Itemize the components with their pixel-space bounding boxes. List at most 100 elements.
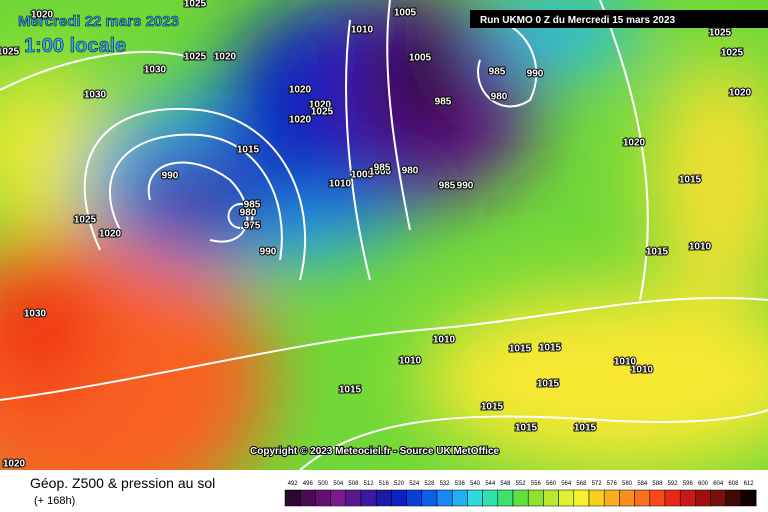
scale-label: 544 <box>485 481 496 487</box>
scale-swatch <box>451 489 468 507</box>
scale-label: 492 <box>288 481 299 487</box>
scale-label: 524 <box>409 481 420 487</box>
scale-swatch <box>695 489 711 507</box>
isobar-labels: 1020102510251030103010251020102010201025… <box>0 0 753 471</box>
scale-swatch <box>482 489 499 507</box>
scale-swatch <box>710 489 727 507</box>
isobar-label: 1005 <box>351 170 374 181</box>
scale-swatch <box>345 489 362 507</box>
scale-swatch <box>527 489 544 507</box>
scale-label: 592 <box>668 481 679 487</box>
scale-label: 532 <box>440 481 451 487</box>
scale-label: 516 <box>379 481 390 487</box>
scale-label: 568 <box>576 481 587 487</box>
scale-label: 512 <box>364 481 375 487</box>
isobar-label: 1025 <box>709 28 732 39</box>
isobar-label: 1020 <box>31 10 54 21</box>
isobar-label: 1020 <box>289 115 312 126</box>
isobar-label: 1010 <box>399 356 422 367</box>
scale-swatch <box>573 489 590 507</box>
scale-swatch <box>406 489 423 507</box>
scale-swatch <box>679 489 696 507</box>
scale-swatch <box>588 489 605 507</box>
isobar-label: 1015 <box>515 423 538 434</box>
isobar-label: 985 <box>435 97 452 108</box>
scale-label: 520 <box>394 481 405 487</box>
isobar-label: 1010 <box>351 25 374 36</box>
scale-swatch <box>740 489 757 507</box>
isobar-label: 1020 <box>214 52 237 63</box>
scale-label: 552 <box>516 481 527 487</box>
isobar-label: 1025 <box>74 215 97 226</box>
scale-label: 600 <box>698 481 709 487</box>
scale-swatch <box>315 489 331 507</box>
isobar-label: 1010 <box>631 365 654 376</box>
scale-swatch <box>649 489 666 507</box>
scale-label: 528 <box>424 481 435 487</box>
isobar-label: 1015 <box>481 402 504 413</box>
isobar-label: 975 <box>244 221 261 232</box>
scale-label: 548 <box>500 481 511 487</box>
scale-swatch <box>725 489 742 507</box>
scale-label: 540 <box>470 481 481 487</box>
forecast-date: Mercredi 22 mars 2023 <box>18 13 179 30</box>
isobar-label: 1005 <box>409 53 432 64</box>
run-info: Run UKMO 0 Z du Mercredi 15 mars 2023 <box>480 15 676 26</box>
scale-label: 560 <box>546 481 557 487</box>
isobar-label: 1010 <box>329 179 352 190</box>
isobar-label: 990 <box>527 69 544 80</box>
isobar-label: 1015 <box>537 379 560 390</box>
isobar-label: 1025 <box>184 0 207 10</box>
scale-swatch <box>497 489 514 507</box>
isobar-label: 1015 <box>539 343 562 354</box>
scale-swatch <box>421 489 438 507</box>
isobar-label: 1020 <box>729 88 752 99</box>
scale-swatch <box>558 489 575 507</box>
scale-swatch <box>619 489 635 507</box>
isobar-label: 1015 <box>237 145 260 156</box>
scale-swatch <box>436 489 453 507</box>
scale-label: 580 <box>622 481 633 487</box>
scale-swatch <box>543 489 559 507</box>
isobar-label: 1005 <box>394 8 417 19</box>
scale-label: 496 <box>303 481 314 487</box>
scale-label: 556 <box>531 481 542 487</box>
scale-label: 564 <box>561 481 572 487</box>
scale-swatch <box>299 489 316 507</box>
scale-label: 604 <box>713 481 724 487</box>
scale-label: 588 <box>652 481 663 487</box>
isobar-label: 1025 <box>721 48 744 59</box>
isobar-label: 1015 <box>646 247 669 258</box>
isobar-label: 1030 <box>84 90 107 101</box>
copyright: Copyright © 2023 Meteociel.fr - Source U… <box>250 446 500 457</box>
isobar-label: 980 <box>491 92 508 103</box>
isobar-label: 1010 <box>689 242 712 253</box>
scale-label: 504 <box>333 481 344 487</box>
isobar-label: 1010 <box>433 335 456 346</box>
scale-swatch <box>664 489 681 507</box>
isobar-label: 1015 <box>679 175 702 186</box>
isobar-label: 1025 <box>0 47 20 58</box>
isobar-label: 1000 <box>369 167 392 178</box>
isobar-label: 1020 <box>623 138 646 149</box>
forecast-time: 1:00 locale <box>24 35 126 57</box>
isobar-label: 1010 <box>614 357 637 368</box>
scale-swatch <box>360 489 377 507</box>
scale-label: 500 <box>318 481 329 487</box>
scale-swatch <box>467 489 483 507</box>
run-banner <box>470 10 768 28</box>
scale-swatch <box>375 489 392 507</box>
scale-swatch <box>512 489 529 507</box>
isobar-label: 1020 <box>99 229 122 240</box>
scale-label: 536 <box>455 481 466 487</box>
isobar-label: 990 <box>260 247 277 258</box>
isobar-label: 985 <box>439 181 456 192</box>
isobar-label: 1020 <box>289 85 312 96</box>
scale-label: 572 <box>592 481 603 487</box>
scale-swatch <box>391 489 407 507</box>
isobar-label: 985 <box>489 67 506 78</box>
footer-title: Géop. Z500 & pression au sol <box>30 475 215 491</box>
scale-label: 612 <box>744 481 755 487</box>
isobar-label: 990 <box>162 171 179 182</box>
